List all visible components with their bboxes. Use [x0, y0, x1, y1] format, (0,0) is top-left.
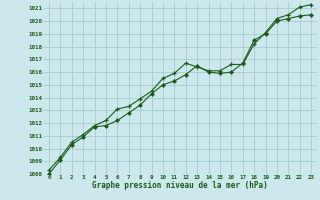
X-axis label: Graphe pression niveau de la mer (hPa): Graphe pression niveau de la mer (hPa): [92, 181, 268, 190]
